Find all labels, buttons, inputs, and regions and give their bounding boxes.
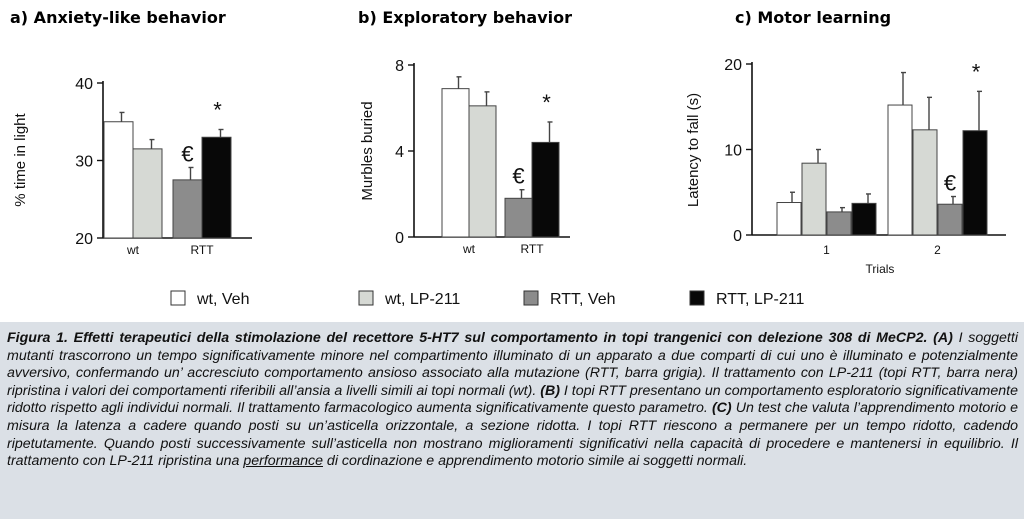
significance-star-mark: * [972, 59, 981, 84]
bar [887, 104, 913, 236]
y-tick-label: 4 [395, 144, 404, 161]
bar [776, 202, 802, 236]
group-label: wt [126, 243, 140, 257]
y-tick-label: 10 [724, 143, 742, 160]
y-tick-label: 20 [724, 57, 742, 74]
bar [103, 121, 134, 239]
group-label: 2 [934, 243, 941, 257]
legend-swatch [523, 290, 539, 306]
bar [801, 162, 827, 236]
y-tick-label: 30 [75, 154, 93, 171]
caption-b-text: I topi RTT presentano un comportamento e… [7, 382, 1018, 417]
figure-caption: Figura 1. Effetti terapeutici della stim… [0, 322, 1024, 519]
significance-euro-mark: € [944, 171, 956, 196]
significance-euro-mark: € [181, 141, 193, 166]
significance-star-mark: * [542, 90, 551, 115]
y-axis-label: Murbles buried [359, 101, 376, 200]
y-tick-label: 20 [75, 231, 93, 248]
legend-swatch [170, 290, 186, 306]
legend-swatch [689, 290, 705, 306]
caption-b-label: (B) [540, 382, 560, 399]
significance-star-mark: * [213, 98, 222, 123]
group-label: RTT [190, 243, 214, 257]
bar [851, 202, 877, 236]
group-label: RTT [520, 242, 544, 256]
legend-label: wt, Veh [196, 291, 249, 308]
bar [912, 129, 938, 236]
y-axis-label: Latency to fall (s) [685, 93, 702, 207]
legend-swatch [358, 290, 374, 306]
caption-c-tail: di cordinazione e apprendimento motorio … [322, 453, 748, 470]
chart-title: a) Anxiety-like behavior [10, 8, 226, 27]
bar [468, 105, 497, 238]
bar [504, 197, 533, 238]
bar [531, 141, 560, 238]
group-label: wt [462, 242, 476, 256]
caption-title: Figura 1. Effetti terapeutici della stim… [7, 330, 928, 346]
group-label: 1 [823, 243, 830, 257]
chart-title: c) Motor learning [735, 8, 891, 27]
y-axis-label: % time in light [12, 112, 29, 206]
bar [441, 88, 470, 238]
bar [201, 136, 232, 239]
caption-c-underlined: performance [243, 453, 323, 470]
caption-c-label: (C) [711, 400, 732, 417]
bar [826, 211, 852, 236]
caption-a-label: (A) [933, 330, 953, 346]
legend-label: RTT, LP-211 [716, 291, 804, 308]
bar [132, 148, 163, 239]
y-tick-label: 40 [75, 76, 93, 93]
significance-euro-mark: € [512, 164, 524, 189]
legend-label: wt, LP-211 [384, 291, 460, 308]
figure-panel: a) Anxiety-like behavior 20 30 40% time in … [10, 8, 1006, 308]
y-tick-label: 0 [733, 228, 742, 245]
bar [962, 130, 988, 236]
y-tick-label: 0 [395, 230, 404, 247]
x-axis-label: Trials [866, 262, 895, 276]
bar [937, 203, 963, 236]
caption-a-text: I soggetti mutanti trascorrono un tempo … [7, 330, 1018, 399]
y-tick-label: 8 [395, 58, 404, 75]
caption-c-text: Un test che valuta l’apprendimento motor… [7, 400, 1019, 470]
chart-title: b) Exploratory behavior [358, 8, 572, 27]
legend-label: RTT, Veh [550, 291, 616, 308]
bar [172, 179, 203, 239]
